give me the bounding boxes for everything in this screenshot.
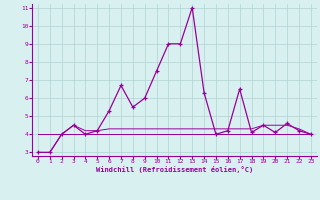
X-axis label: Windchill (Refroidissement éolien,°C): Windchill (Refroidissement éolien,°C) [96,166,253,173]
